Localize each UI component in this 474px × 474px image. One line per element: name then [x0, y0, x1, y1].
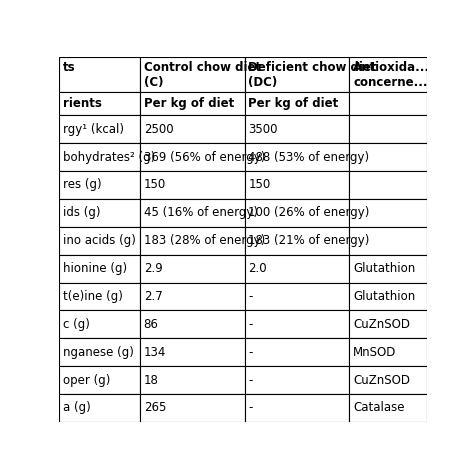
Bar: [59, 199, 140, 227]
Bar: [349, 91, 427, 115]
Text: a (g): a (g): [63, 401, 91, 414]
Text: 2.9: 2.9: [144, 262, 163, 275]
Bar: [245, 310, 349, 338]
Text: -: -: [248, 401, 253, 414]
Text: -: -: [248, 290, 253, 303]
Text: 134: 134: [144, 346, 166, 359]
Bar: [245, 338, 349, 366]
Bar: [349, 394, 427, 422]
Bar: [140, 227, 245, 255]
Bar: [245, 143, 349, 171]
Text: ino acids (g): ino acids (g): [63, 234, 136, 247]
Text: Glutathion: Glutathion: [353, 262, 415, 275]
Bar: [245, 227, 349, 255]
Bar: [140, 310, 245, 338]
Text: ids (g): ids (g): [63, 206, 100, 219]
Text: oper (g): oper (g): [63, 374, 110, 387]
Bar: [140, 255, 245, 283]
Bar: [140, 199, 245, 227]
Bar: [349, 57, 427, 91]
Bar: [59, 171, 140, 199]
Text: -: -: [248, 346, 253, 359]
Text: CuZnSOD: CuZnSOD: [353, 374, 410, 387]
Text: 2.7: 2.7: [144, 290, 163, 303]
Text: -: -: [248, 318, 253, 331]
Text: ts: ts: [63, 61, 75, 74]
Text: bohydrates² (g): bohydrates² (g): [63, 151, 155, 164]
Bar: [245, 366, 349, 394]
Text: Antioxida...
concerne...: Antioxida... concerne...: [353, 61, 430, 89]
Text: 3500: 3500: [248, 123, 278, 136]
Text: MnSOD: MnSOD: [353, 346, 397, 359]
Bar: [140, 115, 245, 143]
Bar: [349, 366, 427, 394]
Text: 488 (53% of energy): 488 (53% of energy): [248, 151, 370, 164]
Text: 150: 150: [248, 178, 271, 191]
Text: Per kg of diet: Per kg of diet: [144, 97, 234, 110]
Bar: [59, 255, 140, 283]
Text: 183 (21% of energy): 183 (21% of energy): [248, 234, 370, 247]
Text: Control chow diet
(C): Control chow diet (C): [144, 61, 261, 89]
Bar: [59, 310, 140, 338]
Text: 45 (16% of energy): 45 (16% of energy): [144, 206, 258, 219]
Text: t(e)ine (g): t(e)ine (g): [63, 290, 123, 303]
Text: rients: rients: [63, 97, 102, 110]
Bar: [59, 115, 140, 143]
Bar: [140, 171, 245, 199]
Bar: [59, 91, 140, 115]
Bar: [140, 366, 245, 394]
Text: rgy¹ (kcal): rgy¹ (kcal): [63, 123, 124, 136]
Text: 86: 86: [144, 318, 159, 331]
Bar: [245, 394, 349, 422]
Text: 183 (28% of energy): 183 (28% of energy): [144, 234, 265, 247]
Text: nganese (g): nganese (g): [63, 346, 134, 359]
Bar: [245, 199, 349, 227]
Text: res (g): res (g): [63, 178, 101, 191]
Text: CuZnSOD: CuZnSOD: [353, 318, 410, 331]
Text: 2500: 2500: [144, 123, 173, 136]
Text: 18: 18: [144, 374, 159, 387]
Bar: [349, 310, 427, 338]
Bar: [245, 57, 349, 91]
Bar: [59, 366, 140, 394]
Bar: [349, 115, 427, 143]
Bar: [245, 91, 349, 115]
Bar: [349, 338, 427, 366]
Bar: [245, 171, 349, 199]
Bar: [349, 255, 427, 283]
Text: hionine (g): hionine (g): [63, 262, 127, 275]
Bar: [59, 283, 140, 310]
Text: Catalase: Catalase: [353, 401, 405, 414]
Text: Per kg of diet: Per kg of diet: [248, 97, 339, 110]
Bar: [245, 115, 349, 143]
Bar: [59, 57, 140, 91]
Bar: [140, 91, 245, 115]
Bar: [140, 143, 245, 171]
Text: 100 (26% of energy): 100 (26% of energy): [248, 206, 370, 219]
Text: 369 (56% of energy): 369 (56% of energy): [144, 151, 265, 164]
Bar: [59, 143, 140, 171]
Text: 2.0: 2.0: [248, 262, 267, 275]
Text: c (g): c (g): [63, 318, 90, 331]
Bar: [59, 227, 140, 255]
Bar: [140, 338, 245, 366]
Bar: [245, 255, 349, 283]
Bar: [349, 171, 427, 199]
Bar: [59, 338, 140, 366]
Text: 265: 265: [144, 401, 166, 414]
Bar: [349, 143, 427, 171]
Bar: [245, 283, 349, 310]
Bar: [140, 57, 245, 91]
Bar: [140, 394, 245, 422]
Bar: [349, 199, 427, 227]
Text: Glutathion: Glutathion: [353, 290, 415, 303]
Text: 150: 150: [144, 178, 166, 191]
Bar: [349, 227, 427, 255]
Bar: [140, 283, 245, 310]
Text: -: -: [248, 374, 253, 387]
Bar: [59, 394, 140, 422]
Text: Deficient chow diet
(DC): Deficient chow diet (DC): [248, 61, 377, 89]
Bar: [349, 283, 427, 310]
